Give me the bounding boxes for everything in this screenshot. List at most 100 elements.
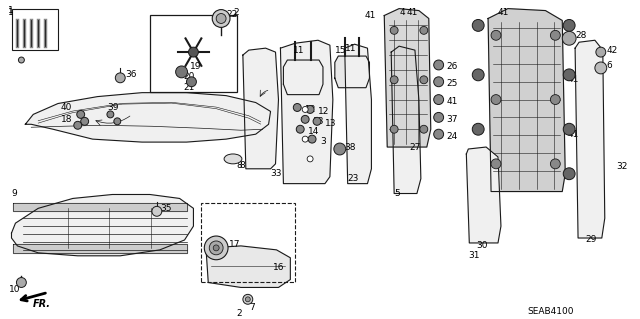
Polygon shape <box>335 56 369 88</box>
Circle shape <box>420 26 428 34</box>
Circle shape <box>302 136 308 142</box>
Text: 8: 8 <box>239 161 244 170</box>
Circle shape <box>390 26 398 34</box>
Text: 7: 7 <box>249 303 255 312</box>
Circle shape <box>434 95 444 105</box>
Circle shape <box>472 19 484 31</box>
Text: 39: 39 <box>108 103 119 112</box>
Circle shape <box>334 143 346 155</box>
Text: 30: 30 <box>476 241 488 250</box>
Text: 21: 21 <box>184 83 195 92</box>
Text: 20: 20 <box>184 72 195 81</box>
Text: 40: 40 <box>61 103 72 112</box>
Circle shape <box>313 117 321 125</box>
Circle shape <box>212 10 230 27</box>
Text: 41: 41 <box>407 8 419 17</box>
Text: 35: 35 <box>160 204 172 213</box>
Text: 37: 37 <box>447 115 458 124</box>
Circle shape <box>420 125 428 133</box>
Circle shape <box>175 66 188 78</box>
Circle shape <box>434 77 444 87</box>
Text: 41: 41 <box>498 8 509 17</box>
Text: 41: 41 <box>567 130 579 139</box>
Text: 19: 19 <box>189 63 201 71</box>
Text: 22: 22 <box>226 10 237 19</box>
Text: 1: 1 <box>8 6 13 15</box>
Text: 38: 38 <box>345 143 356 152</box>
Polygon shape <box>206 246 291 287</box>
Text: 24: 24 <box>447 132 458 141</box>
Text: SEAB4100: SEAB4100 <box>527 307 574 316</box>
Circle shape <box>420 76 428 84</box>
Text: 31: 31 <box>468 251 480 260</box>
Circle shape <box>563 123 575 135</box>
Circle shape <box>307 156 313 162</box>
Circle shape <box>74 121 82 129</box>
Circle shape <box>243 294 253 304</box>
Polygon shape <box>384 9 431 147</box>
Circle shape <box>390 125 398 133</box>
Text: 13: 13 <box>325 119 337 128</box>
Text: 4: 4 <box>399 8 404 17</box>
Circle shape <box>152 206 162 216</box>
Circle shape <box>434 112 444 122</box>
Text: 6: 6 <box>607 62 612 70</box>
Polygon shape <box>243 48 278 169</box>
Text: 8: 8 <box>236 161 242 170</box>
Polygon shape <box>345 44 371 184</box>
Text: 1: 1 <box>8 8 13 17</box>
Text: 41: 41 <box>365 11 376 20</box>
Text: 2: 2 <box>233 8 239 17</box>
Circle shape <box>550 30 560 40</box>
Text: 9: 9 <box>12 189 17 198</box>
Circle shape <box>302 107 308 112</box>
Text: 32: 32 <box>616 162 628 171</box>
Circle shape <box>209 241 223 255</box>
Text: FR.: FR. <box>33 299 51 309</box>
Text: 18: 18 <box>61 115 72 124</box>
Bar <box>150 15 237 92</box>
Polygon shape <box>26 93 271 142</box>
Text: 12: 12 <box>305 105 317 114</box>
Text: 41: 41 <box>447 97 458 106</box>
Circle shape <box>213 245 219 251</box>
Circle shape <box>216 13 226 23</box>
Text: 29: 29 <box>585 235 596 244</box>
Text: 14: 14 <box>308 127 319 136</box>
Text: 42: 42 <box>607 46 618 55</box>
Text: 11: 11 <box>345 44 356 53</box>
Circle shape <box>17 278 26 287</box>
Polygon shape <box>13 204 186 211</box>
Text: 12: 12 <box>318 107 330 116</box>
Circle shape <box>390 76 398 84</box>
Polygon shape <box>13 244 186 253</box>
Polygon shape <box>284 60 323 95</box>
Text: 41: 41 <box>567 75 579 84</box>
Polygon shape <box>391 46 421 194</box>
Circle shape <box>306 106 314 114</box>
Circle shape <box>595 62 607 74</box>
Circle shape <box>115 73 125 83</box>
Text: 2: 2 <box>236 309 241 318</box>
Circle shape <box>186 77 196 87</box>
Text: 17: 17 <box>229 241 241 249</box>
Polygon shape <box>280 40 333 184</box>
Circle shape <box>434 60 444 70</box>
Ellipse shape <box>224 154 242 164</box>
Circle shape <box>81 117 88 125</box>
Circle shape <box>550 95 560 105</box>
Text: 33: 33 <box>271 169 282 178</box>
Circle shape <box>308 135 316 143</box>
Text: 16: 16 <box>273 263 284 272</box>
Circle shape <box>114 118 121 125</box>
Polygon shape <box>12 195 193 256</box>
Text: 13: 13 <box>313 117 324 126</box>
Text: 27: 27 <box>409 143 420 152</box>
Circle shape <box>550 159 560 169</box>
Circle shape <box>301 115 309 123</box>
Circle shape <box>434 129 444 139</box>
Circle shape <box>245 297 250 302</box>
Text: 25: 25 <box>447 79 458 88</box>
Bar <box>12 9 58 50</box>
Circle shape <box>189 47 198 57</box>
